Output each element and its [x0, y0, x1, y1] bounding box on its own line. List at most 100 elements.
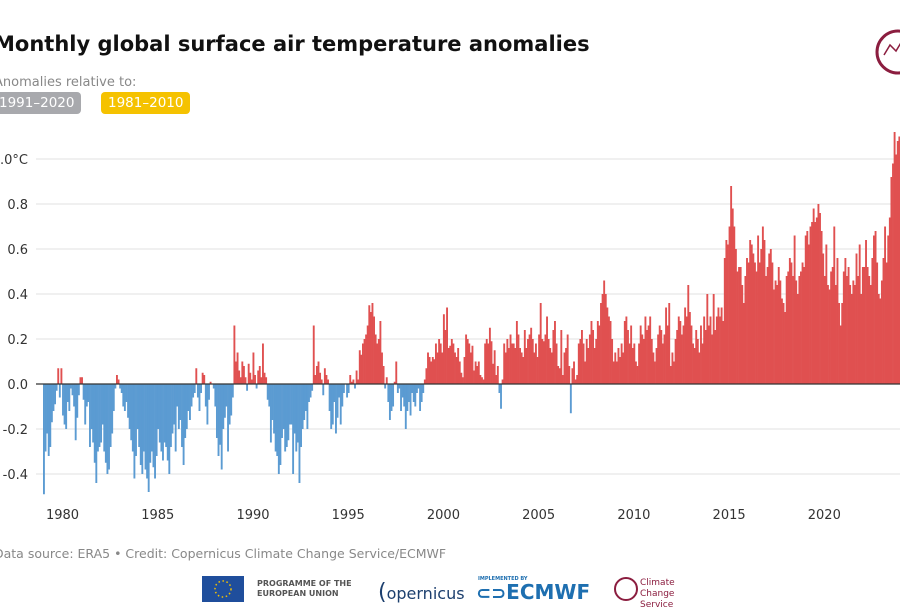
bar — [325, 375, 328, 384]
baseline-1981-2010-button[interactable]: 1981–2010 — [101, 92, 191, 114]
bar — [879, 298, 882, 384]
bar — [455, 357, 458, 384]
bar — [179, 384, 182, 420]
bar — [333, 384, 336, 402]
bar — [711, 334, 714, 384]
bar — [215, 384, 218, 438]
bar — [566, 334, 569, 384]
bar — [538, 334, 541, 384]
bar — [346, 384, 349, 398]
bar — [617, 348, 620, 384]
bar — [58, 384, 61, 398]
bar — [174, 384, 177, 452]
bar — [534, 343, 537, 384]
bar — [822, 253, 825, 384]
bar — [477, 361, 480, 384]
bar — [488, 327, 491, 384]
bar — [223, 384, 226, 418]
bar — [387, 384, 390, 402]
bar — [638, 343, 641, 384]
bar — [815, 217, 818, 384]
bar — [481, 377, 483, 384]
bar — [181, 384, 183, 447]
bar — [680, 334, 683, 384]
bar — [853, 285, 856, 384]
bar — [817, 204, 820, 384]
implemented-by-text: IMPLEMENTED BY — [478, 576, 528, 582]
bar — [74, 384, 77, 441]
bar — [587, 348, 590, 384]
bar — [466, 339, 469, 384]
bar — [189, 384, 191, 420]
bar — [349, 375, 352, 384]
bar — [204, 384, 207, 407]
bar — [152, 384, 155, 468]
bar — [288, 384, 291, 425]
bar — [271, 384, 274, 420]
bar — [869, 285, 872, 384]
bar — [871, 258, 874, 384]
bar — [376, 343, 379, 384]
bar — [62, 384, 64, 416]
bar — [746, 258, 748, 384]
bar — [742, 303, 745, 384]
bar — [149, 384, 152, 463]
bar — [139, 384, 142, 465]
bar — [717, 307, 720, 384]
bar — [368, 305, 371, 384]
bar — [277, 384, 280, 474]
bar — [354, 384, 356, 389]
bar — [244, 377, 247, 384]
bar — [400, 384, 402, 411]
bar — [168, 384, 171, 474]
bar — [893, 132, 896, 384]
bar — [798, 276, 801, 384]
bar — [755, 271, 758, 384]
bar — [171, 384, 174, 434]
bar — [707, 325, 710, 384]
bar — [419, 384, 422, 411]
bar — [603, 280, 606, 384]
bar — [157, 384, 160, 429]
baseline-1991-2020-button[interactable]: 1991–2020 — [0, 92, 82, 114]
y-tick-label: -0.4 — [3, 468, 28, 483]
bar — [696, 339, 699, 384]
bar — [212, 384, 215, 389]
bar — [130, 384, 133, 441]
bar — [615, 361, 618, 384]
bar — [193, 384, 196, 393]
bar — [761, 226, 764, 384]
bar — [150, 384, 153, 452]
bar — [823, 276, 826, 384]
bars — [43, 132, 900, 495]
bar — [465, 334, 468, 384]
bar — [722, 321, 725, 384]
bar — [787, 271, 790, 384]
bar — [698, 352, 701, 384]
bar — [803, 267, 806, 384]
bar — [719, 316, 721, 384]
bar — [736, 271, 739, 384]
bar — [760, 249, 763, 384]
bar — [219, 384, 222, 445]
bar — [303, 384, 306, 420]
bar — [820, 231, 823, 384]
bar — [482, 379, 485, 384]
bar — [833, 226, 836, 384]
bar — [447, 348, 450, 384]
ecmwf-text: ECMWF — [506, 580, 591, 604]
bar — [876, 262, 879, 384]
bar — [458, 361, 461, 384]
bar — [528, 334, 531, 384]
bar — [790, 262, 793, 384]
bar — [338, 384, 341, 398]
bar — [328, 384, 331, 411]
bar — [79, 377, 82, 384]
bar — [425, 368, 428, 384]
bar — [408, 384, 410, 402]
bar — [296, 384, 299, 443]
bar — [274, 384, 277, 452]
bar — [636, 366, 639, 384]
bar — [627, 330, 629, 384]
y-tick-label: -0.2 — [3, 423, 28, 438]
